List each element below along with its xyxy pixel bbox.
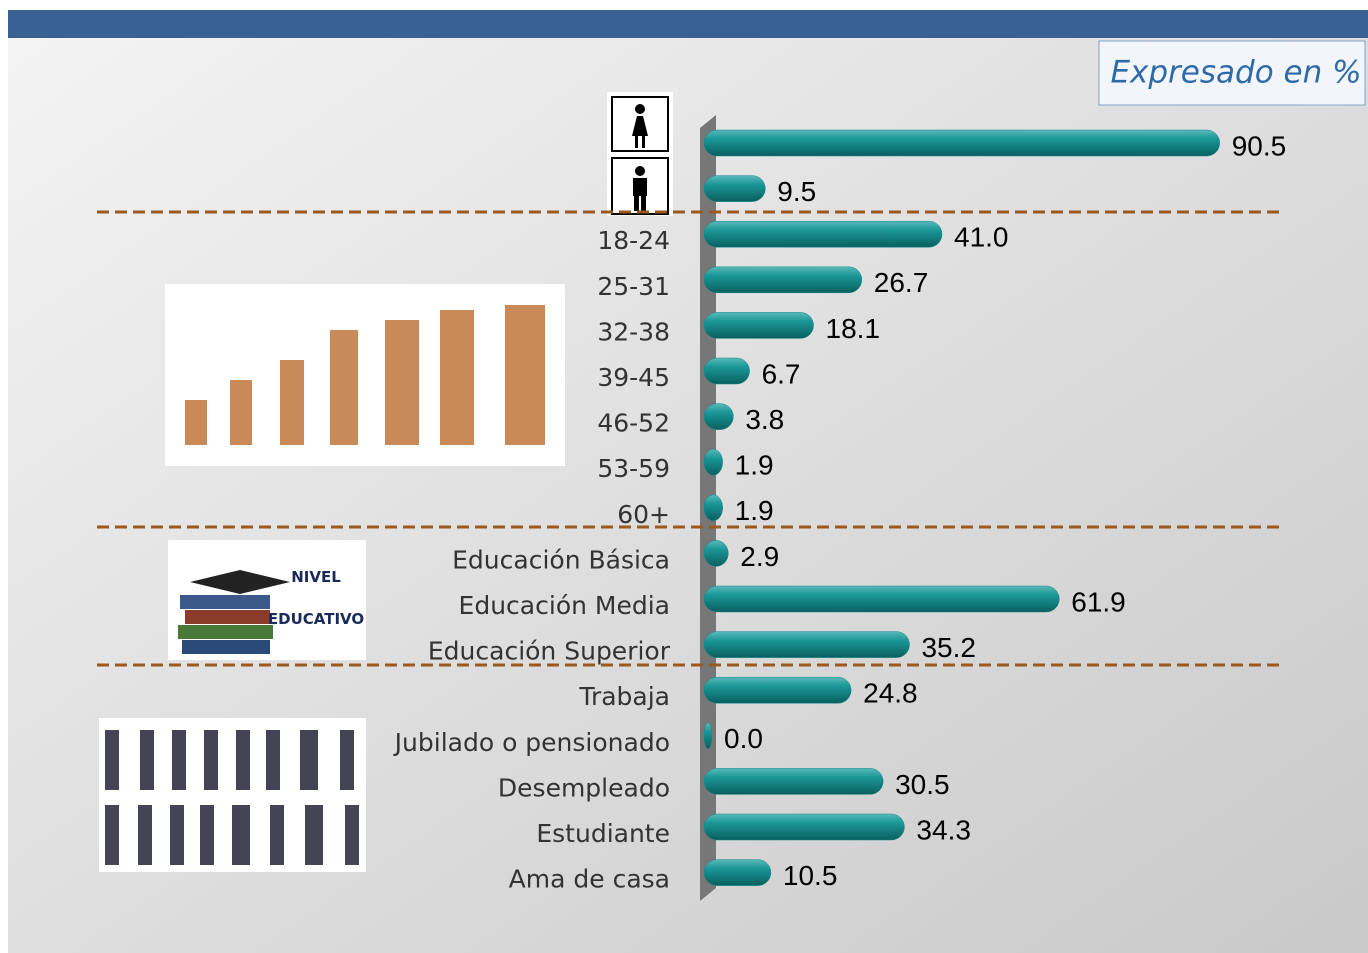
bar	[703, 585, 1060, 613]
bar	[703, 494, 723, 522]
y-tick-label: Trabaja	[578, 682, 670, 711]
y-tick-label: 25-31	[597, 272, 670, 301]
value-label: 1.9	[735, 450, 774, 481]
y-tick-label: 53-59	[597, 454, 670, 483]
bar	[703, 129, 1220, 157]
y-tick-label: Estudiante	[536, 819, 670, 848]
occupation-image	[99, 718, 366, 872]
bar	[703, 722, 713, 750]
value-label: 34.3	[916, 814, 971, 845]
value-label: 41.0	[954, 222, 1009, 253]
y-tick-label: Educación Superior	[428, 637, 671, 666]
y-tick-label: 32-38	[597, 317, 670, 346]
y-tick-label: 39-45	[597, 363, 670, 392]
value-label: 61.9	[1071, 586, 1126, 617]
value-label: 30.5	[895, 769, 950, 800]
bar	[703, 631, 910, 658]
bar	[703, 540, 729, 567]
bar	[703, 220, 943, 248]
value-label: 35.2	[921, 632, 976, 663]
bar	[703, 266, 863, 294]
age-image	[165, 284, 565, 466]
y-tick-label: Educación Básica	[452, 545, 670, 574]
value-label: 2.9	[740, 541, 779, 572]
value-label: 3.8	[745, 404, 784, 435]
value-label: 6.7	[762, 358, 801, 389]
bar	[703, 813, 905, 841]
value-label: 26.7	[874, 267, 929, 298]
y-tick-label: Educación Media	[459, 591, 670, 620]
bar	[703, 175, 766, 202]
female-icon	[607, 92, 673, 154]
y-tick-label: 46-52	[597, 409, 670, 438]
bar	[703, 768, 884, 795]
y-tick-label: Ama de casa	[509, 865, 670, 894]
bar	[703, 859, 772, 886]
value-label: 90.5	[1232, 130, 1287, 161]
value-label: 10.5	[783, 860, 838, 891]
svg-text:EDUCATIVO: EDUCATIVO	[268, 610, 364, 628]
value-label: 0.0	[724, 723, 763, 754]
y-tick-label: Jubilado o pensionado	[393, 728, 670, 757]
male-icon	[607, 154, 673, 216]
bar	[703, 676, 852, 704]
annotation-box	[1098, 40, 1366, 106]
svg-text:NIVEL: NIVEL	[291, 568, 341, 586]
bar	[703, 403, 734, 430]
value-label: 9.5	[777, 176, 816, 207]
y-tick-label: Desempleado	[498, 773, 670, 802]
y-tick-label: 60+	[617, 500, 670, 529]
value-label: 18.1	[826, 313, 881, 344]
bar	[703, 312, 814, 339]
annotation: Expresado en %	[1110, 55, 1361, 91]
bar	[703, 357, 750, 385]
y-tick-label: 18-24	[597, 226, 670, 255]
bar	[703, 448, 723, 476]
value-label: 1.9	[735, 495, 774, 526]
separators	[97, 210, 1285, 667]
education-image: NIVEL EDUCATIVO	[168, 540, 366, 660]
value-label: 24.8	[863, 678, 918, 709]
header-band	[8, 10, 1368, 38]
